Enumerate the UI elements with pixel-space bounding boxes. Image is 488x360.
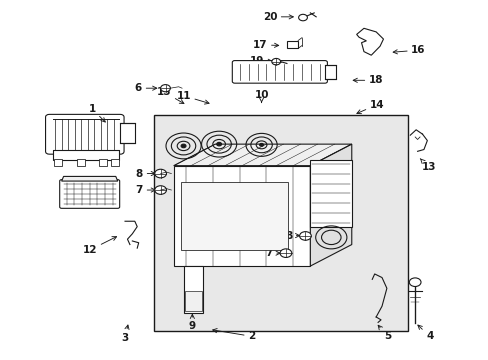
Text: 8: 8 <box>136 168 155 179</box>
Circle shape <box>155 186 166 194</box>
Text: 7: 7 <box>136 185 155 195</box>
Circle shape <box>299 231 311 240</box>
FancyBboxPatch shape <box>232 60 327 83</box>
Text: 14: 14 <box>356 100 384 114</box>
Polygon shape <box>61 176 118 181</box>
FancyBboxPatch shape <box>45 114 124 154</box>
Circle shape <box>160 85 170 92</box>
Text: 17: 17 <box>252 40 278 50</box>
Bar <box>53 150 119 160</box>
Text: 6: 6 <box>135 83 157 93</box>
Circle shape <box>298 14 307 21</box>
Text: 10: 10 <box>254 90 268 103</box>
Polygon shape <box>173 144 351 166</box>
Bar <box>154 116 407 330</box>
Text: 15: 15 <box>157 87 183 103</box>
Bar <box>181 182 288 250</box>
Text: 1: 1 <box>88 104 105 122</box>
Circle shape <box>271 58 280 65</box>
Text: 20: 20 <box>262 12 293 22</box>
Text: 5: 5 <box>377 325 390 341</box>
Polygon shape <box>356 28 383 55</box>
Text: 2: 2 <box>212 329 255 341</box>
Text: 16: 16 <box>392 45 425 55</box>
Bar <box>183 266 203 313</box>
Text: 3: 3 <box>121 325 129 343</box>
Circle shape <box>155 169 166 178</box>
Bar <box>310 160 351 226</box>
Bar <box>120 123 135 143</box>
FancyBboxPatch shape <box>60 180 120 208</box>
Polygon shape <box>310 144 351 266</box>
Bar <box>99 159 107 166</box>
Text: 8: 8 <box>285 231 299 240</box>
Circle shape <box>181 144 185 148</box>
Circle shape <box>408 278 420 287</box>
Text: 18: 18 <box>352 75 383 85</box>
Text: 12: 12 <box>82 237 116 255</box>
Circle shape <box>216 142 221 146</box>
Bar <box>173 166 310 266</box>
Bar <box>111 159 119 166</box>
Bar <box>77 159 85 166</box>
Text: 13: 13 <box>419 159 435 172</box>
Bar <box>287 41 298 48</box>
Text: 4: 4 <box>417 325 432 341</box>
Bar <box>184 291 201 311</box>
Text: 7: 7 <box>265 248 280 258</box>
Bar <box>54 159 62 166</box>
Bar <box>325 64 335 79</box>
Circle shape <box>280 249 291 257</box>
Text: 19: 19 <box>249 56 272 66</box>
Circle shape <box>259 143 263 146</box>
Text: 11: 11 <box>176 91 208 104</box>
Text: 9: 9 <box>188 314 196 331</box>
